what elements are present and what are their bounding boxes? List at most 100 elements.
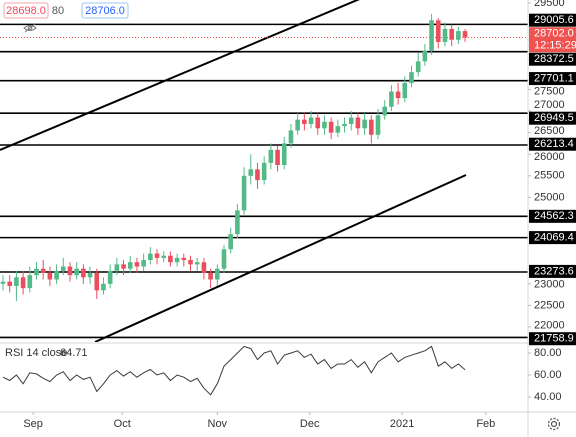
level-label: 26213.4 (534, 138, 574, 150)
bid-box[interactable] (3, 2, 49, 19)
candle-body (114, 264, 120, 271)
candle-body (47, 273, 53, 280)
candle-body (60, 266, 66, 271)
y-tick-label: 25000 (534, 191, 565, 203)
candle-body (27, 275, 33, 289)
candle-body (101, 283, 106, 291)
candle-body (134, 262, 140, 267)
level-label-box (529, 72, 576, 86)
level-label: 26949.5 (534, 112, 574, 124)
level-label-box (529, 13, 576, 27)
candle-body (456, 31, 461, 40)
last-price-label: 28702.0 (534, 28, 574, 40)
candle-body (335, 126, 341, 133)
countdown: 12:15:29 (534, 40, 576, 52)
candle-body (235, 210, 240, 235)
candle-body (248, 169, 254, 176)
trend-line (0, 0, 360, 151)
price-pane (0, 0, 528, 342)
level-label: 27701.1 (534, 72, 574, 84)
candle-body (40, 268, 46, 274)
candle-body (221, 249, 227, 269)
candle-body (161, 255, 167, 258)
candle-body (174, 257, 180, 263)
level-label: 29005.6 (534, 14, 574, 26)
candle-body (121, 264, 126, 269)
y-tick-label: 29500 (534, 0, 565, 9)
candle-body (302, 119, 307, 124)
candle-body (281, 143, 287, 166)
level-label: 21758.9 (534, 333, 574, 345)
level-label-box (529, 111, 576, 125)
ask-price: 28706.0 (85, 5, 125, 17)
candle-body (462, 31, 468, 38)
rsi-line (2, 345, 466, 396)
candle-body (107, 270, 113, 284)
candle-body (148, 253, 153, 261)
candle-body (168, 255, 173, 263)
candle-body (54, 270, 59, 280)
level-label-box (529, 137, 576, 151)
candle-body (288, 130, 294, 144)
candle-body (74, 268, 79, 276)
candle-body (422, 50, 428, 62)
level-label: 28372.5 (534, 53, 574, 65)
candle-body (228, 234, 233, 250)
visibility-icon[interactable] (23, 23, 37, 33)
candle-body (429, 20, 434, 51)
x-tick-label: Feb (476, 418, 495, 430)
y-tick-label: 22000 (534, 320, 565, 332)
candle-body (409, 72, 414, 83)
y-tick-label: 27000 (534, 99, 565, 111)
rsi-value: 64.71 (60, 347, 88, 359)
rsi-title: RSI 14 close (5, 347, 67, 359)
rsi-tick-label: 40.00 (534, 391, 562, 403)
settings-icon[interactable] (547, 417, 561, 431)
candle-body (268, 149, 274, 163)
rsi-tick-label: 80.00 (534, 347, 562, 359)
candle-body (14, 277, 19, 286)
candle-body (328, 121, 334, 133)
x-tick-label: Sep (23, 418, 43, 430)
x-tick-label: Nov (208, 418, 228, 430)
candle-body (308, 117, 314, 124)
level-label: 24562.3 (534, 210, 574, 222)
y-tick-label: 26500 (534, 125, 565, 137)
candle-body (275, 149, 280, 166)
candle-body (141, 260, 146, 267)
spread: 80 (52, 5, 64, 17)
candle-body (449, 28, 454, 40)
ask-box[interactable] (81, 2, 129, 19)
candle-body (261, 162, 267, 181)
candle-body (194, 262, 200, 265)
candle-body (442, 28, 448, 42)
candle-body (322, 121, 327, 129)
candle-body (435, 20, 441, 42)
candle-body (389, 91, 394, 107)
last-price-box (529, 27, 576, 53)
level-label-box (529, 264, 576, 278)
rsi-pane (2, 345, 466, 396)
level-label-box (529, 332, 576, 346)
candle-body (201, 262, 207, 274)
y-tick-label: 26000 (534, 151, 565, 163)
level-label: 23273.6 (534, 265, 574, 277)
candle-body (382, 106, 388, 116)
candle-body (214, 268, 220, 280)
candle-body (154, 253, 160, 258)
candle-body (402, 82, 408, 99)
candle-body (208, 273, 213, 280)
x-tick-label: Oct (114, 418, 131, 430)
y-tick-label: 25500 (534, 170, 565, 182)
candle-body (0, 281, 6, 284)
x-tick-label: Dec (300, 418, 320, 430)
x-tick-label: 2021 (390, 418, 414, 430)
candle-body (81, 268, 86, 278)
candle-body (127, 262, 133, 269)
candle-body (188, 260, 193, 265)
candle-body (295, 119, 300, 131)
candle-body (342, 123, 347, 127)
